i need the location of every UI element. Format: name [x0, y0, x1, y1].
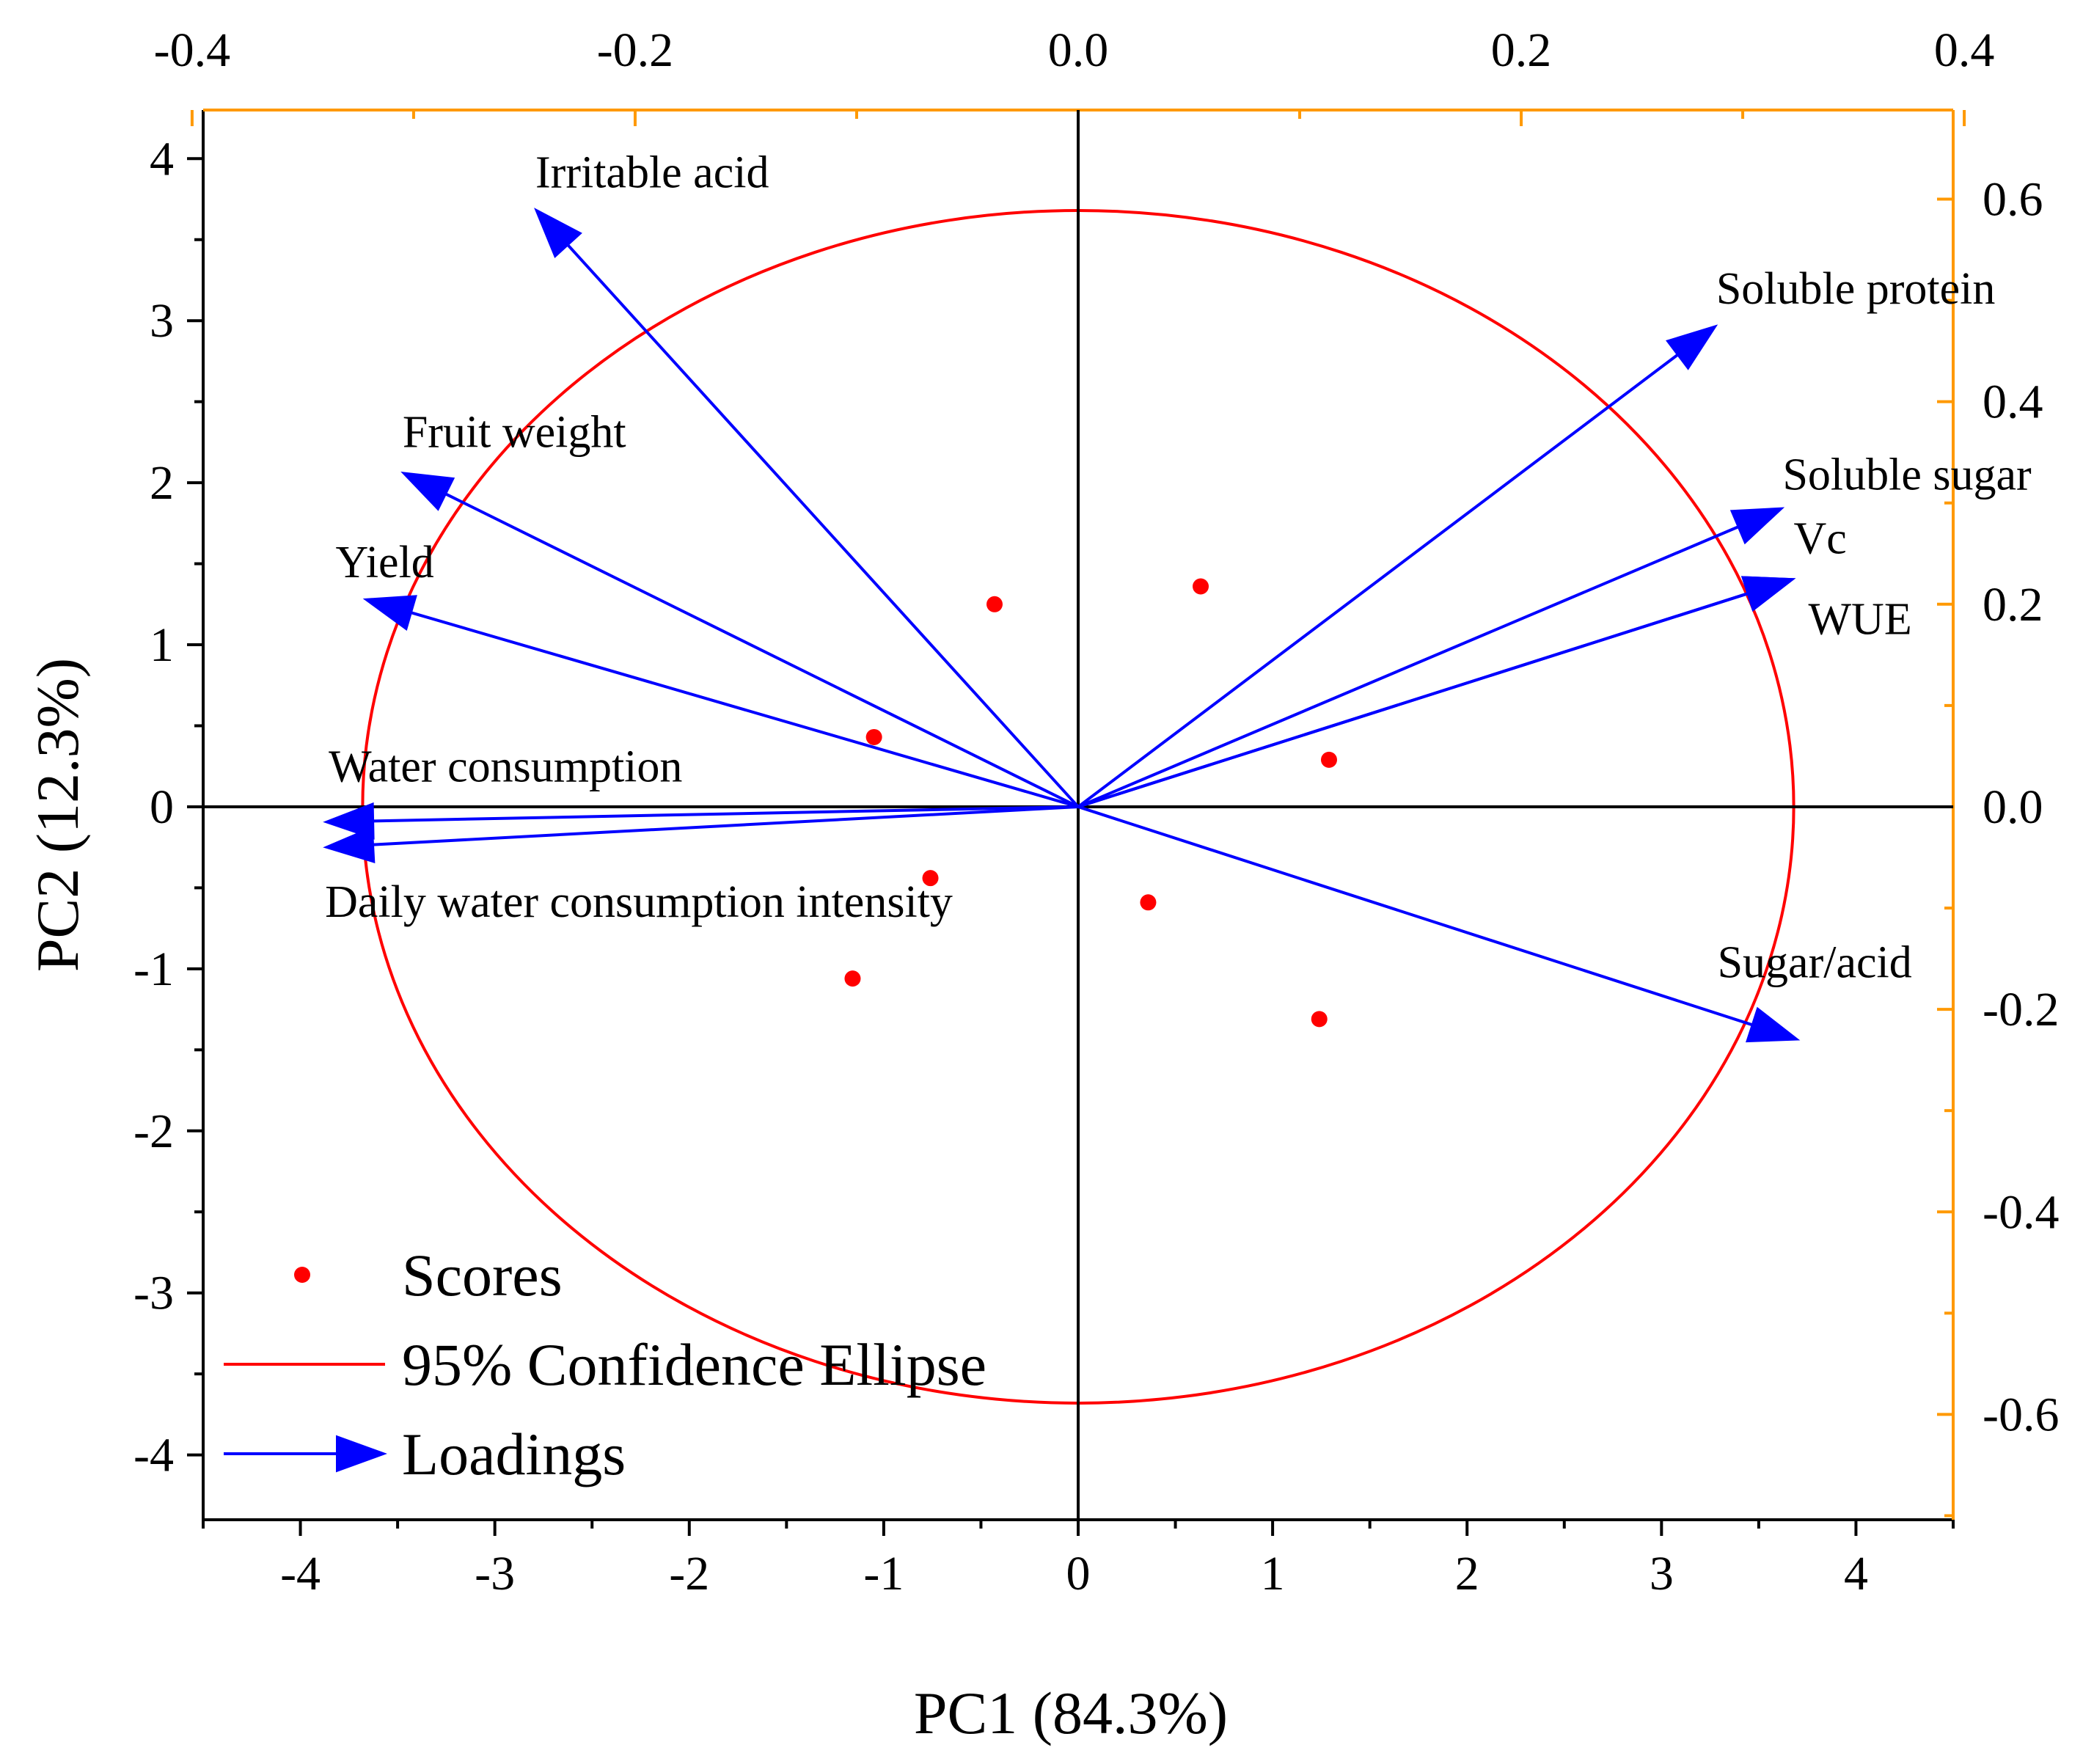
top-tick-label: -0.2: [597, 23, 673, 77]
loading-arrow-daily-water-consumption-intensity-head: [323, 826, 376, 863]
loading-arrow-yield: [362, 595, 1079, 808]
loading-arrow-water-consumption-shaft: [373, 805, 1079, 823]
right-tick-label: 0.4: [1983, 376, 2043, 429]
y-tick-label: 0: [150, 780, 174, 834]
score-point: [1140, 894, 1157, 911]
loading-arrow-soluble-protein-head: [1666, 324, 1718, 370]
x-tick-label: -2: [669, 1547, 709, 1600]
loading-arrow-yield-shaft: [411, 611, 1079, 808]
right-tick-label: -0.6: [1983, 1388, 2059, 1441]
loading-arrow-sugar-acid-head: [1746, 1006, 1801, 1043]
loading-arrow-fruit-weight-shaft: [445, 492, 1079, 808]
loading-label-wue: WUE: [1809, 594, 1912, 644]
legend-label: Loadings: [402, 1421, 626, 1487]
loading-arrow-irritable-acid-shaft: [566, 244, 1080, 808]
y-tick-label: 3: [150, 294, 174, 348]
top-tick-label: -0.4: [154, 23, 230, 77]
loading-label-daily-water-consumption-intensity: Daily water consumption intensity: [325, 877, 953, 927]
loading-label-water-consumption: Water consumption: [329, 742, 682, 792]
loading-arrow-sugar-acid-shaft: [1077, 805, 1753, 1027]
loading-label-yield: Yield: [335, 538, 433, 588]
right-tick-label: 0.2: [1983, 578, 2043, 632]
score-point: [844, 970, 861, 987]
x-axis-title: PC1 (84.3%): [914, 1680, 1228, 1746]
right-tick-label: 0.0: [1983, 780, 2043, 834]
y-tick-label: -2: [133, 1105, 174, 1158]
x-tick-label: -4: [280, 1547, 321, 1600]
y-tick-label: -4: [133, 1429, 174, 1482]
y-tick-label: -1: [133, 943, 174, 996]
x-tick-label: 2: [1455, 1547, 1479, 1600]
y-tick-label: -3: [133, 1267, 174, 1320]
loading-arrow-soluble-sugar-head: [1729, 507, 1785, 545]
loading-label-soluble-protein: Soluble protein: [1716, 264, 1996, 314]
loading-arrow-water-consumption-head: [323, 802, 375, 840]
loading-arrow-soluble-protein-shaft: [1077, 354, 1679, 808]
loading-arrow-daily-water-consumption-intensity: [323, 805, 1079, 863]
loading-arrow-wue-head: [1740, 576, 1796, 612]
y-axis-title: PC2 (12.3%): [24, 658, 91, 972]
legend-loadings-arrow-head: [336, 1435, 387, 1473]
loading-arrow-wue: [1077, 576, 1796, 808]
top-tick-label: 0.0: [1048, 23, 1109, 77]
legend-label: 95% Confidence Ellipse: [402, 1331, 986, 1398]
top-tick-label: 0.4: [1934, 23, 1995, 77]
loading-arrow-irritable-acid: [534, 208, 1080, 808]
y-tick-label: 4: [150, 132, 174, 186]
x-tick-label: 4: [1844, 1547, 1868, 1600]
y-tick-label: 1: [150, 618, 174, 672]
loading-arrow-sugar-acid: [1077, 805, 1801, 1043]
y-tick-label: 2: [150, 456, 174, 510]
score-point: [922, 870, 939, 887]
x-tick-label: -1: [863, 1547, 904, 1600]
x-tick-label: 3: [1650, 1547, 1674, 1600]
score-point: [1320, 751, 1337, 768]
loading-label-fruit-weight: Fruit weight: [403, 407, 626, 457]
loading-arrow-wue-shaft: [1077, 592, 1749, 808]
legend-scores-marker: [294, 1267, 310, 1283]
loading-arrow-fruit-weight: [400, 472, 1079, 808]
legend-label: Scores: [402, 1242, 563, 1309]
score-point: [1193, 578, 1209, 595]
loading-arrow-soluble-sugar: [1077, 507, 1785, 808]
loading-arrow-water-consumption: [323, 802, 1079, 840]
score-point: [865, 728, 882, 745]
loading-arrow-fruit-weight-head: [400, 472, 455, 511]
right-tick-label: 0.6: [1983, 173, 2043, 227]
x-tick-label: 0: [1066, 1547, 1091, 1600]
top-tick-label: 0.2: [1491, 23, 1552, 77]
loading-label-soluble-sugar: Soluble sugar: [1782, 450, 2032, 500]
loading-label-sugar-acid: Sugar/acid: [1718, 938, 1912, 988]
x-tick-label: -3: [475, 1547, 515, 1600]
right-tick-label: -0.2: [1983, 983, 2059, 1036]
loading-arrow-soluble-sugar-shaft: [1077, 525, 1739, 808]
loading-label-irritable-acid: Irritable acid: [535, 147, 769, 197]
loading-arrow-daily-water-consumption-intensity-shaft: [373, 805, 1079, 846]
x-tick-label: 1: [1261, 1547, 1285, 1600]
score-point: [1311, 1011, 1328, 1028]
loading-label-vc: Vc: [1794, 513, 1847, 563]
score-point: [986, 596, 1003, 612]
loading-arrow-irritable-acid-head: [534, 208, 582, 259]
loading-arrow-yield-head: [362, 595, 417, 632]
legend-loadings-arrow: [224, 1435, 387, 1473]
loading-arrow-soluble-protein: [1077, 324, 1718, 808]
right-tick-label: -0.4: [1983, 1185, 2059, 1239]
